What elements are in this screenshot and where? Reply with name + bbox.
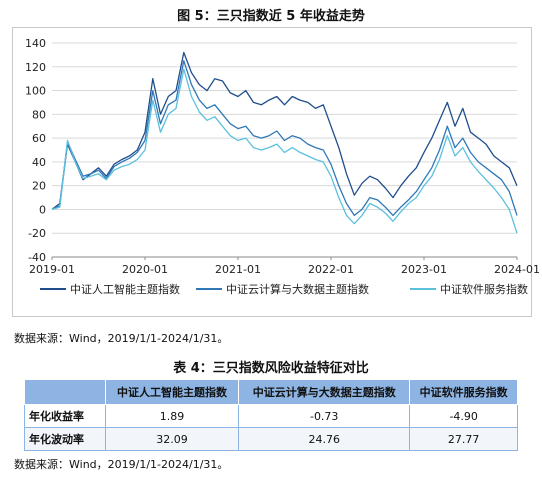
table-header-cell: 中证人工智能主题指数	[104, 379, 240, 405]
y-tick-label: 60	[32, 132, 46, 145]
y-tick-label: 20	[32, 180, 46, 193]
x-tick-label: 2022-01	[308, 263, 354, 276]
line-chart: -40 -20 0 20 40 60 80 100 120 140 2019-01 2020-01 20…	[25, 37, 540, 296]
table-row: 年化波动率 32.09 24.76 27.77	[24, 427, 518, 451]
legend-label: 中证软件服务指数	[440, 282, 528, 296]
legend-label: 中证云计算与大数据主题指数	[226, 282, 369, 296]
table-cell: 24.76	[238, 427, 411, 451]
legend: 中证人工智能主题指数 中证云计算与大数据主题指数 中证软件服务指数	[40, 282, 528, 296]
y-tick-label: 140	[25, 37, 46, 50]
table-title: 表 4：三只指数风险收益特征对比	[173, 361, 369, 376]
figure-source: 数据来源：Wind，2019/1/1-2024/1/31。	[14, 332, 229, 345]
table-source: 数据来源：Wind，2019/1/1-2024/1/31。	[14, 458, 229, 471]
table-header-row: 中证人工智能主题指数 中证云计算与大数据主题指数 中证软件服务指数	[24, 379, 518, 405]
y-tick-label: 40	[32, 156, 46, 169]
x-tick-label: 2019-01	[29, 263, 75, 276]
table-cell: 32.09	[104, 427, 240, 451]
chart-frame	[12, 27, 532, 317]
table-cell: 1.89	[104, 404, 240, 428]
table-cell: -4.90	[409, 404, 518, 428]
series-line-2	[51, 60, 518, 217]
y-tick-label: -40	[28, 251, 46, 264]
row-label: 年化收益率	[24, 404, 106, 428]
grid-layer	[52, 42, 517, 258]
axis-layer: -40 -20 0 20 40 60 80 100 120 140 2019-01 2020-01 20…	[25, 37, 540, 276]
series-line-1	[51, 51, 518, 210]
series-line-3	[51, 68, 518, 234]
x-tick-label: 2021-01	[215, 263, 261, 276]
y-tick-label: 80	[32, 108, 46, 121]
x-tick-label: 2024-01	[494, 263, 540, 276]
y-tick-label: 0	[39, 203, 46, 216]
x-tick-label: 2020-01	[122, 263, 168, 276]
y-tick-label: -20	[28, 227, 46, 240]
table-cell: 27.77	[409, 427, 518, 451]
row-label: 年化波动率	[24, 427, 106, 451]
series-layer	[51, 51, 518, 234]
table-header-cell: 中证软件服务指数	[409, 379, 518, 405]
table-header-cell: 中证云计算与大数据主题指数	[238, 379, 411, 405]
x-tick-label: 2023-01	[401, 263, 447, 276]
y-tick-label: 120	[25, 61, 46, 74]
risk-return-table: 中证人工智能主题指数 中证云计算与大数据主题指数 中证软件服务指数 年化收益率 …	[24, 379, 518, 451]
table-cell: -0.73	[238, 404, 411, 428]
table-row: 年化收益率 1.89 -0.73 -4.90	[24, 404, 518, 428]
y-tick-label: 100	[25, 85, 46, 98]
legend-label: 中证人工智能主题指数	[70, 282, 180, 296]
table-header-cell	[24, 379, 106, 405]
figure-title: 图 5：三只指数近 5 年收益走势	[177, 9, 365, 24]
